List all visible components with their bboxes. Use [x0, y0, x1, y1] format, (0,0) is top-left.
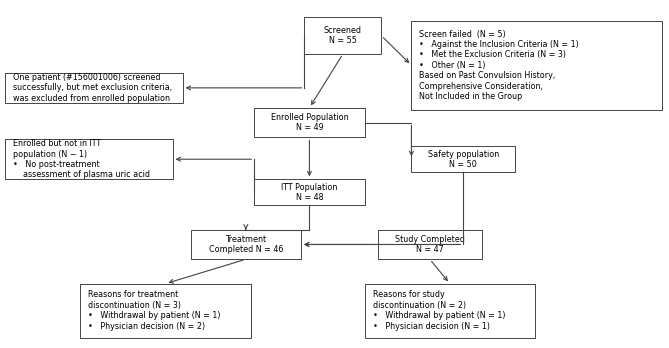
FancyBboxPatch shape	[5, 139, 173, 179]
Text: Screened
N = 55: Screened N = 55	[324, 26, 362, 45]
FancyBboxPatch shape	[304, 17, 381, 54]
Text: One patient (#156001006) screened
successfully, but met exclusion criteria,
was : One patient (#156001006) screened succes…	[13, 73, 173, 103]
Text: Reasons for treatment
discontinuation (N = 3)
•   Withdrawal by patient (N = 1)
: Reasons for treatment discontinuation (N…	[88, 291, 221, 331]
FancyBboxPatch shape	[254, 108, 365, 137]
FancyBboxPatch shape	[254, 179, 365, 205]
FancyBboxPatch shape	[191, 230, 301, 259]
FancyBboxPatch shape	[80, 284, 251, 338]
Text: Treatment
Completed N = 46: Treatment Completed N = 46	[209, 235, 283, 254]
Text: Enrolled but not in ITT
population (N − 1)
•   No post-treatment
    assessment : Enrolled but not in ITT population (N − …	[13, 139, 151, 179]
Text: Enrolled Population
N = 49: Enrolled Population N = 49	[270, 113, 349, 132]
FancyBboxPatch shape	[411, 21, 662, 110]
FancyBboxPatch shape	[365, 284, 535, 338]
Text: Screen failed  (N = 5)
•   Against the Inclusion Criteria (N = 1)
•   Met the Ex: Screen failed (N = 5) • Against the Incl…	[419, 30, 579, 101]
Text: Reasons for study
discontinuation (N = 2)
•   Withdrawal by patient (N = 1)
•   : Reasons for study discontinuation (N = 2…	[373, 291, 505, 331]
FancyBboxPatch shape	[378, 230, 482, 259]
Text: Safety population
N = 50: Safety population N = 50	[427, 150, 499, 169]
FancyBboxPatch shape	[411, 146, 515, 172]
FancyBboxPatch shape	[5, 73, 183, 103]
Text: Study Completed
N = 47: Study Completed N = 47	[395, 235, 465, 254]
Text: ITT Population
N = 48: ITT Population N = 48	[281, 183, 338, 202]
